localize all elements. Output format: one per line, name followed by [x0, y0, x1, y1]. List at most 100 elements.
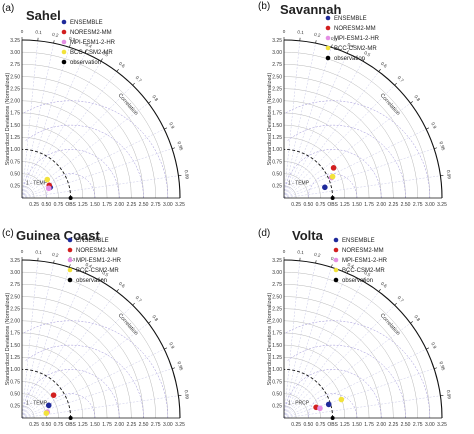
sd-arc — [283, 100, 382, 199]
correlation-tick-label: 0.9 — [168, 121, 175, 129]
correlation-tick-label: 0.8 — [413, 94, 421, 102]
x-tick-label: 3.25 — [437, 422, 447, 428]
correlation-tick-mark — [100, 58, 103, 62]
y-tick-label: 1.50 — [10, 343, 20, 349]
correlation-ray — [21, 263, 54, 419]
y-tick-label: 3.00 — [272, 50, 282, 56]
y-tick-label: 3.25 — [272, 38, 282, 44]
rms-arc — [21, 320, 169, 419]
correlation-tick-mark — [84, 270, 87, 274]
legend-marker — [333, 247, 339, 253]
sd-arc — [21, 161, 59, 199]
y-tick-label: 2.00 — [272, 99, 282, 105]
correlation-tick-mark — [426, 127, 430, 130]
outer-arc — [283, 39, 443, 199]
correlation-tick-mark — [100, 278, 103, 282]
correlation-ray — [283, 43, 316, 199]
sd-arc — [21, 124, 96, 199]
correlation-tick-mark — [315, 40, 317, 44]
legend-label: BCC-CSM2-MR — [334, 46, 377, 52]
correlation-tick-mark — [346, 50, 349, 54]
correlation-tick-label: 0.8 — [413, 314, 421, 322]
correlation-ray — [283, 323, 411, 419]
correlation-tick-label: 0.2 — [314, 32, 322, 38]
correlation-ray — [21, 304, 133, 419]
correlation-tick-mark — [410, 321, 413, 324]
legend-marker — [325, 45, 331, 51]
sd-arc — [21, 381, 59, 419]
x-tick-label: 1.50 — [90, 202, 100, 208]
correlation-ray — [283, 128, 427, 199]
y-tick-label: 0.75 — [272, 379, 282, 385]
y-axis-title: Standardized Deviations (Normalized) — [5, 293, 11, 386]
x-tick-label: 1.25 — [340, 202, 350, 208]
y-tick-label: 2.25 — [10, 306, 20, 312]
y-tick-label: 1.50 — [10, 123, 20, 129]
x-tick-label: 2.00 — [114, 202, 124, 208]
x-tick-label: 1.25 — [340, 422, 350, 428]
correlation-tick-mark — [164, 127, 168, 130]
legend: ENSEMBLE NORESM2-MM MPI-ESM1-2-HR BCC-CSM2-… — [325, 15, 380, 62]
y-tick-label: 1.75 — [272, 111, 282, 117]
x-tick-label: 0.75 — [54, 202, 64, 208]
sd-arc — [21, 320, 120, 419]
correlation-tick-label: 0.7 — [397, 75, 405, 83]
sd-arc — [283, 296, 406, 419]
sd-arc — [283, 393, 309, 419]
model-point-bcc-csm2-mr — [338, 396, 345, 403]
correlation-ray — [283, 263, 316, 419]
rms-arc — [24, 124, 144, 199]
model-point-noresm2-mm — [330, 165, 337, 171]
sd-arc — [283, 124, 358, 199]
correlation-ray — [21, 175, 179, 199]
rms-arc — [283, 100, 431, 199]
y-tick-label: 0.50 — [10, 391, 20, 397]
correlation-tick-mark — [172, 147, 176, 149]
correlation-tick-label: 0 — [283, 249, 286, 254]
y-tick-label: 3.25 — [272, 258, 282, 264]
x-tick-label: 1.75 — [364, 422, 374, 428]
y-tick-label: 1.25 — [272, 355, 282, 361]
x-tick-label: 2.00 — [376, 422, 386, 428]
x-tick-label: 2.25 — [389, 202, 399, 208]
x-tick-label: 0.25 — [291, 422, 301, 428]
correlation-tick-label: 0.99 — [184, 390, 190, 400]
correlation-tick-label: 0.1 — [35, 250, 42, 256]
legend-marker — [325, 25, 331, 31]
legend: ENSEMBLE NORESM2-MM MPI-ESM1-2-HR BCC-CSM2-… — [61, 19, 116, 66]
model-point-bcc-csm2-mr — [329, 173, 336, 180]
correlation-tick-label: 0 — [21, 249, 24, 254]
legend-marker — [67, 277, 73, 283]
correlation-ray — [21, 267, 70, 419]
x-tick-label: 3.25 — [175, 422, 185, 428]
y-tick-label: 0.25 — [272, 184, 282, 190]
y-tick-label: 2.25 — [272, 86, 282, 92]
correlation-ray — [21, 281, 102, 419]
correlation-tick-label: 0.2 — [52, 252, 60, 258]
x-tick-label: OBS — [327, 422, 338, 428]
correlation-ray — [283, 304, 395, 419]
legend-marker — [333, 277, 339, 283]
y-tick-label: 3.00 — [10, 50, 20, 56]
correlation-tick-label: 0.4 — [85, 42, 93, 49]
correlation-tick-label: 0.4 — [347, 262, 355, 269]
correlation-tick-mark — [378, 69, 381, 72]
legend-label: observation — [334, 56, 365, 62]
sd-arc — [21, 284, 156, 419]
legend-marker — [67, 267, 73, 273]
correlation-ray — [283, 348, 427, 419]
sd-arc — [21, 100, 120, 199]
x-tick-label: 2.25 — [127, 202, 137, 208]
observation-point — [68, 196, 73, 200]
x-tick-label: 0.50 — [41, 202, 51, 208]
x-tick-label: 1.75 — [102, 422, 112, 428]
x-tick-label: 2.50 — [139, 202, 149, 208]
y-tick-label: 2.50 — [10, 294, 20, 300]
y-tick-label: 1.00 — [10, 367, 20, 373]
x-tick-label: 1.25 — [78, 202, 88, 208]
rms-arc — [308, 393, 358, 418]
x-tick-label: 1.50 — [90, 422, 100, 428]
correlation-tick-mark — [69, 44, 71, 48]
legend-label: NORESM2-MM — [342, 248, 384, 254]
correlation-tick-label: 0 — [21, 29, 24, 34]
